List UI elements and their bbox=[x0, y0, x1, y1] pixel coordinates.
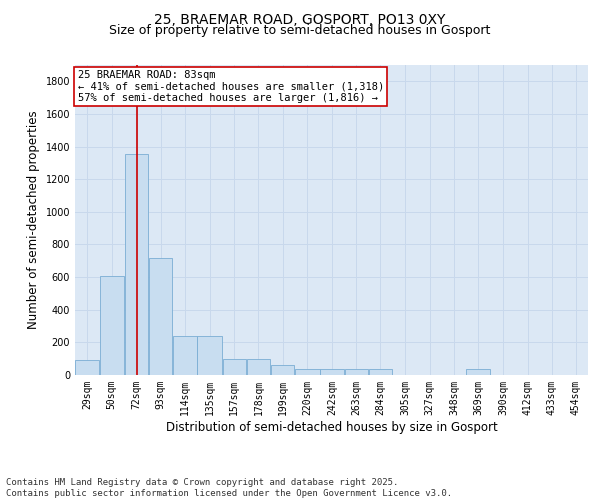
Bar bbox=[173, 336, 197, 375]
Bar bbox=[247, 358, 270, 375]
Text: 25, BRAEMAR ROAD, GOSPORT, PO13 0XY: 25, BRAEMAR ROAD, GOSPORT, PO13 0XY bbox=[154, 12, 446, 26]
Bar bbox=[368, 370, 392, 375]
Bar bbox=[344, 370, 368, 375]
Y-axis label: Number of semi-detached properties: Number of semi-detached properties bbox=[27, 110, 40, 330]
Text: Size of property relative to semi-detached houses in Gosport: Size of property relative to semi-detach… bbox=[109, 24, 491, 37]
X-axis label: Distribution of semi-detached houses by size in Gosport: Distribution of semi-detached houses by … bbox=[166, 420, 497, 434]
Bar bbox=[149, 258, 172, 375]
Bar bbox=[197, 336, 222, 375]
Text: 25 BRAEMAR ROAD: 83sqm
← 41% of semi-detached houses are smaller (1,318)
57% of : 25 BRAEMAR ROAD: 83sqm ← 41% of semi-det… bbox=[77, 70, 384, 103]
Bar bbox=[295, 370, 320, 375]
Bar bbox=[125, 154, 148, 375]
Bar bbox=[76, 360, 99, 375]
Bar bbox=[320, 370, 344, 375]
Bar bbox=[271, 365, 295, 375]
Bar bbox=[100, 276, 124, 375]
Bar bbox=[466, 370, 490, 375]
Text: Contains HM Land Registry data © Crown copyright and database right 2025.
Contai: Contains HM Land Registry data © Crown c… bbox=[6, 478, 452, 498]
Bar bbox=[223, 358, 246, 375]
